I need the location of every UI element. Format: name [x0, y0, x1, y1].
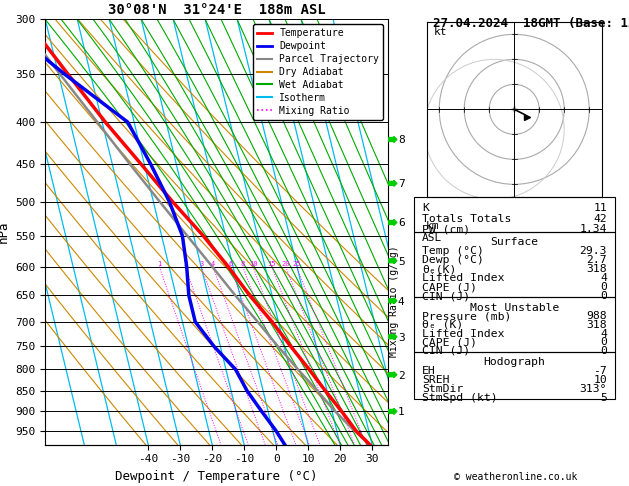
Text: EH: EH — [422, 366, 436, 376]
X-axis label: Dewpoint / Temperature (°C): Dewpoint / Temperature (°C) — [116, 470, 318, 483]
Text: 6: 6 — [228, 261, 232, 267]
Text: 10: 10 — [593, 375, 607, 385]
Text: CAPE (J): CAPE (J) — [422, 282, 477, 292]
Text: 0: 0 — [600, 337, 607, 347]
Text: Surface: Surface — [491, 237, 538, 247]
Text: PW (cm): PW (cm) — [422, 225, 470, 234]
Y-axis label: hPa: hPa — [0, 221, 10, 243]
Text: 2.7: 2.7 — [586, 255, 607, 265]
Y-axis label: km
ASL: km ASL — [422, 221, 442, 243]
Title: 30°08'N  31°24'E  188m ASL: 30°08'N 31°24'E 188m ASL — [108, 3, 326, 17]
Text: kt: kt — [434, 27, 447, 37]
Text: Hodograph: Hodograph — [484, 357, 545, 367]
Text: 20: 20 — [281, 261, 290, 267]
Text: θₑ (K): θₑ (K) — [422, 320, 463, 330]
Text: StmSpd (kt): StmSpd (kt) — [422, 393, 498, 403]
Legend: Temperature, Dewpoint, Parcel Trajectory, Dry Adiabat, Wet Adiabat, Isotherm, Mi: Temperature, Dewpoint, Parcel Trajectory… — [253, 24, 383, 120]
Text: CIN (J): CIN (J) — [422, 346, 470, 356]
Text: CAPE (J): CAPE (J) — [422, 337, 477, 347]
Text: Lifted Index: Lifted Index — [422, 329, 504, 339]
Text: Temp (°C): Temp (°C) — [422, 246, 484, 256]
Text: K: K — [422, 203, 429, 213]
Text: 313°: 313° — [579, 384, 607, 394]
Text: 1: 1 — [157, 261, 162, 267]
Text: CIN (J): CIN (J) — [422, 291, 470, 301]
Text: 11: 11 — [593, 203, 607, 213]
Text: 0: 0 — [600, 346, 607, 356]
Text: 27.04.2024  18GMT (Base: 12): 27.04.2024 18GMT (Base: 12) — [433, 17, 629, 30]
Text: 0: 0 — [600, 282, 607, 292]
Text: StmDir: StmDir — [422, 384, 463, 394]
Text: 29.3: 29.3 — [579, 246, 607, 256]
Text: -7: -7 — [593, 366, 607, 376]
Text: 25: 25 — [292, 261, 301, 267]
Text: 3: 3 — [199, 261, 203, 267]
Text: 10: 10 — [248, 261, 257, 267]
Text: SREH: SREH — [422, 375, 450, 385]
Text: 0: 0 — [600, 291, 607, 301]
Text: 15: 15 — [267, 261, 276, 267]
Text: 4: 4 — [600, 329, 607, 339]
Text: 42: 42 — [593, 214, 607, 224]
Text: Totals Totals: Totals Totals — [422, 214, 511, 224]
Text: 988: 988 — [586, 311, 607, 321]
Text: 318: 318 — [586, 320, 607, 330]
Text: 318: 318 — [586, 264, 607, 274]
Text: Most Unstable: Most Unstable — [470, 303, 559, 312]
Text: 4: 4 — [600, 273, 607, 283]
Text: 2: 2 — [183, 261, 187, 267]
Text: 5: 5 — [600, 393, 607, 403]
Text: θₑ(K): θₑ(K) — [422, 264, 456, 274]
Text: 1.34: 1.34 — [579, 225, 607, 234]
Text: © weatheronline.co.uk: © weatheronline.co.uk — [454, 472, 577, 482]
Text: 4: 4 — [211, 261, 215, 267]
Text: Mixing Ratio (g/kg): Mixing Ratio (g/kg) — [389, 245, 399, 357]
Text: Lifted Index: Lifted Index — [422, 273, 504, 283]
Text: Pressure (mb): Pressure (mb) — [422, 311, 511, 321]
Text: 8: 8 — [241, 261, 245, 267]
Text: Dewp (°C): Dewp (°C) — [422, 255, 484, 265]
